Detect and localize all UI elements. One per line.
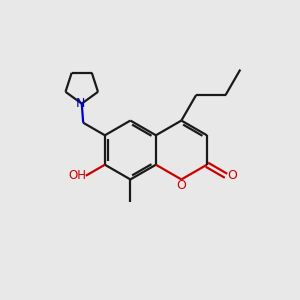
Text: O: O [228,169,237,182]
Text: OH: OH [68,169,86,182]
Text: N: N [76,97,85,110]
Text: O: O [176,179,186,192]
